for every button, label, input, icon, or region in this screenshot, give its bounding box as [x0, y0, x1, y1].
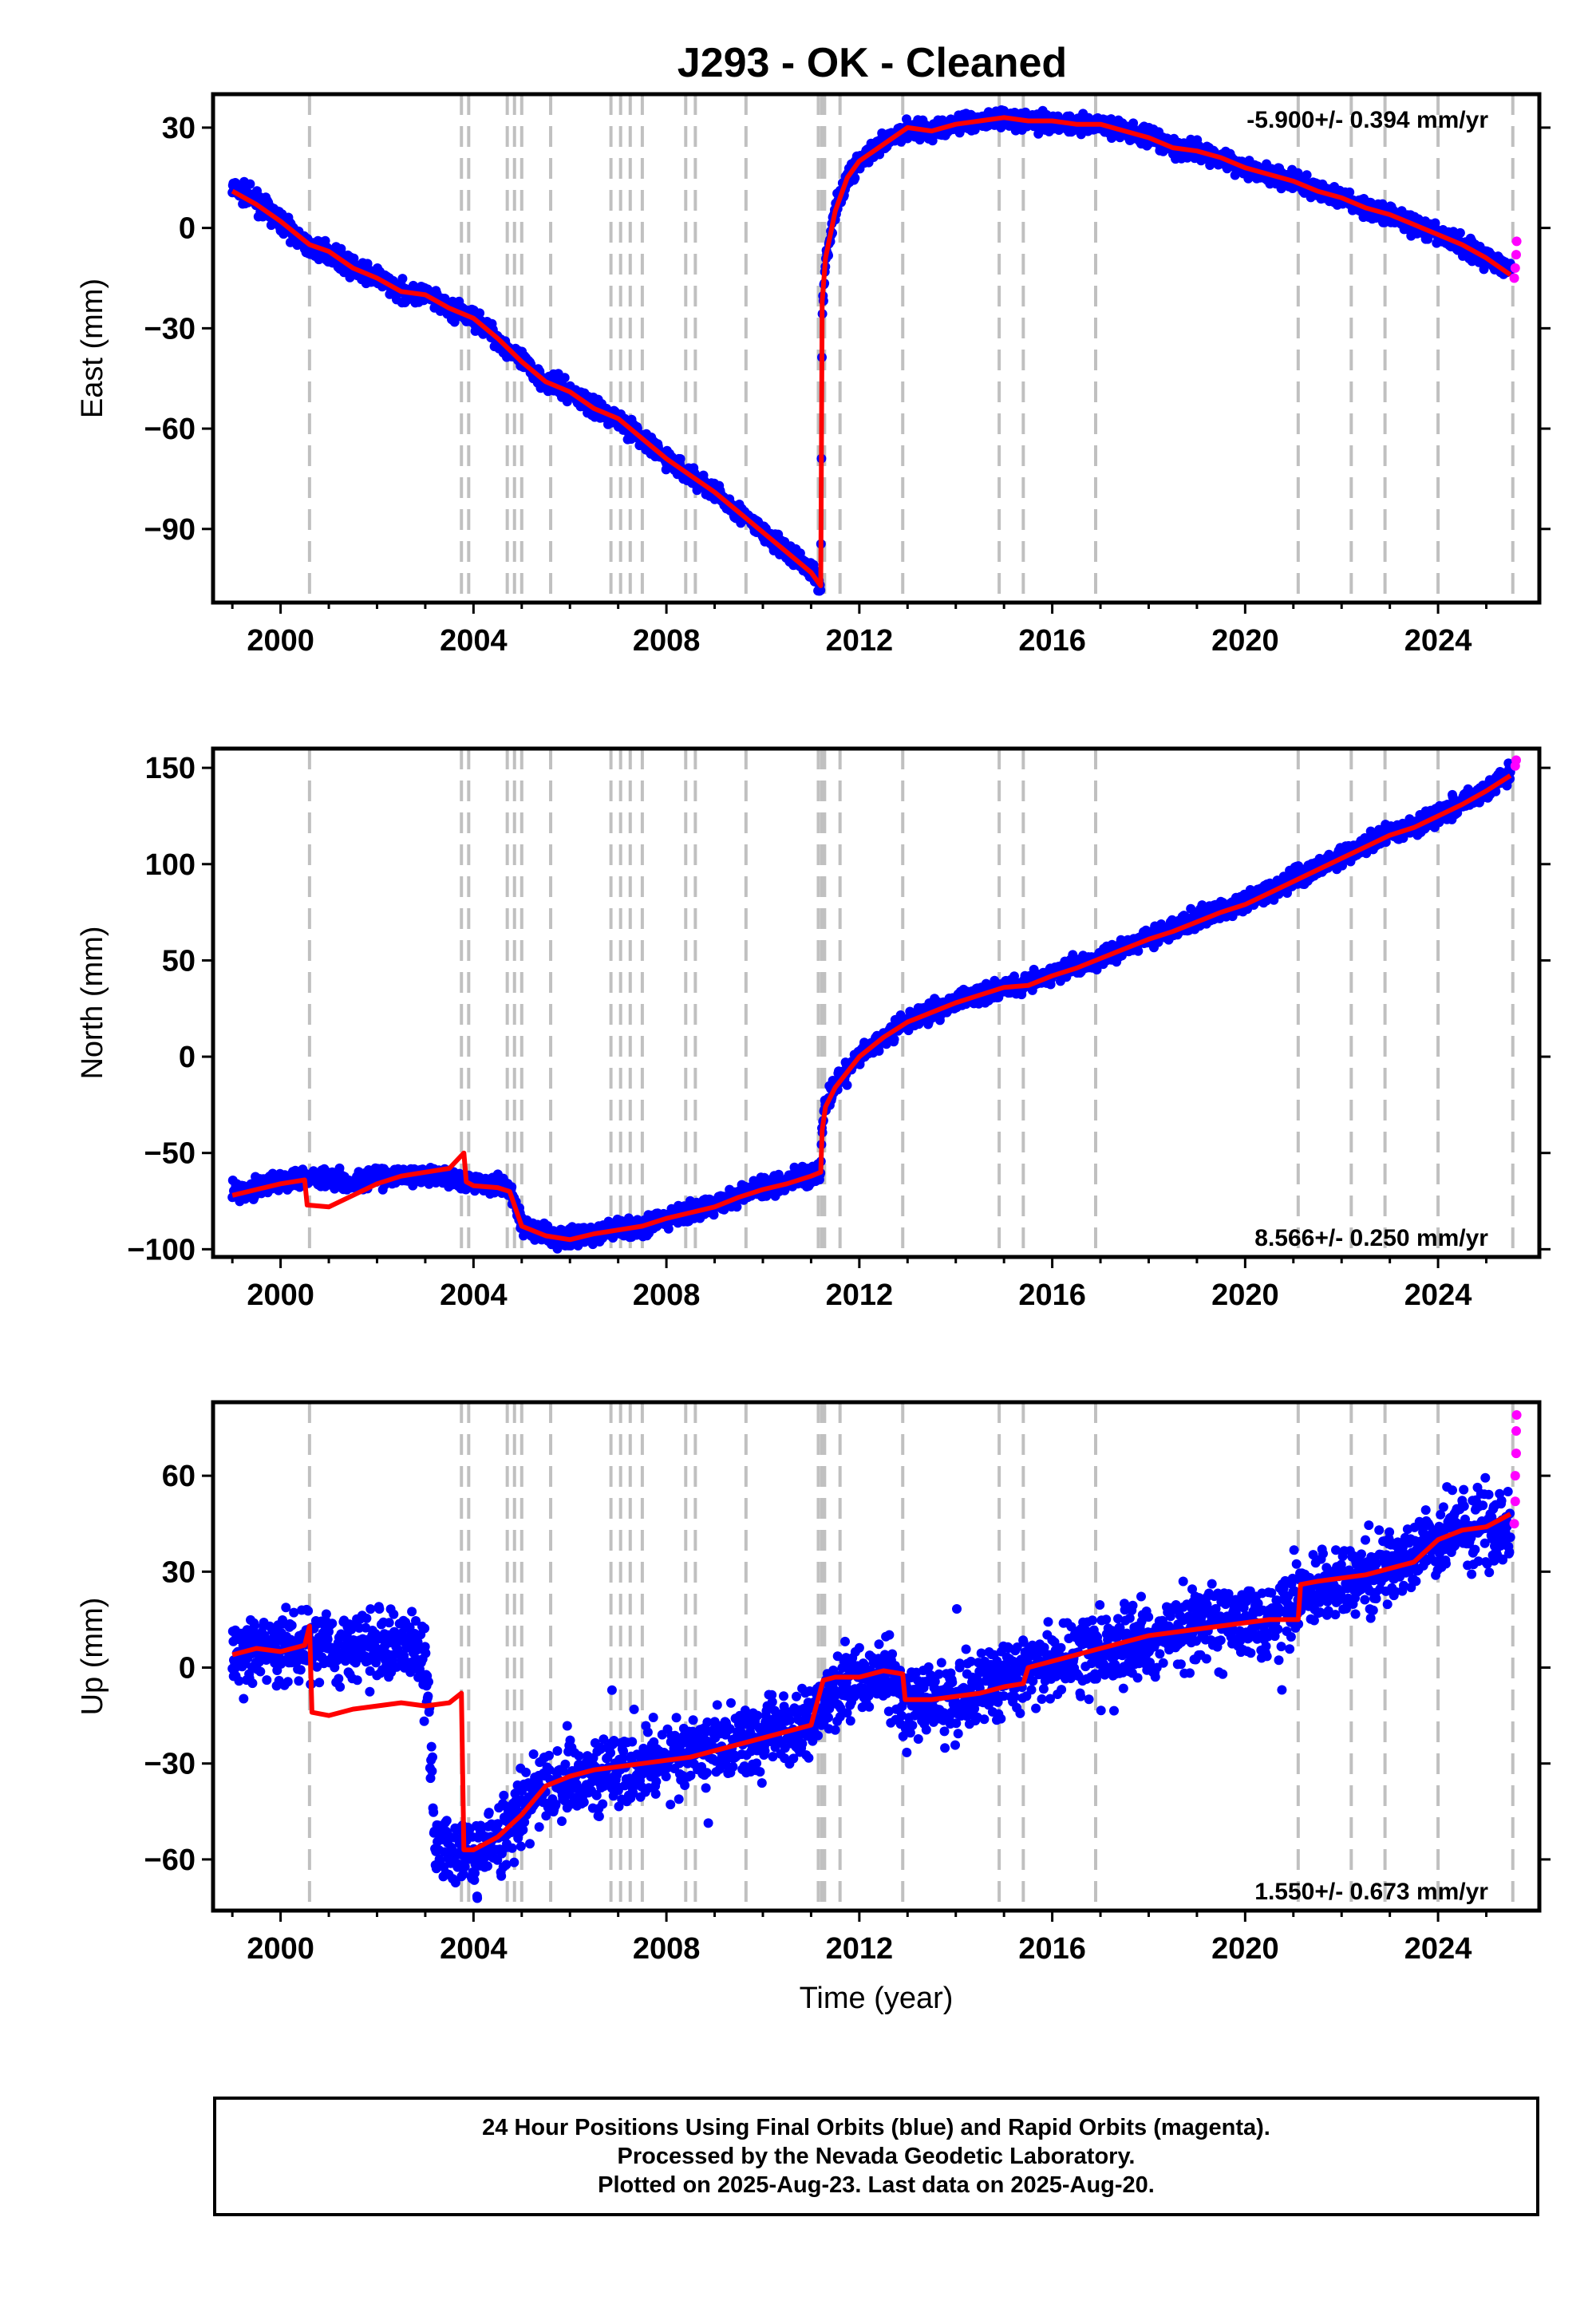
rapid-orbit-point — [1511, 250, 1521, 260]
model-line — [231, 115, 1512, 588]
plot-area — [213, 94, 1539, 603]
plot-frame — [211, 92, 1542, 605]
y-axis: 30 0 −30 −60 −90 — [144, 112, 1551, 547]
x-tick-label: 2012 — [826, 624, 894, 658]
panel-east: 30 0 −30 −60 −90 2000 2004 2008 2012 2016 2020 2024… — [76, 92, 1551, 658]
final-orbit-point — [816, 585, 826, 595]
final-orbit-point — [475, 308, 485, 318]
final-orbit-point — [397, 274, 408, 284]
y-axis-title: East (mm) — [76, 279, 109, 418]
x-tick-label: 2020 — [1211, 624, 1279, 658]
rapid-orbit-point — [1510, 263, 1520, 273]
rate-label: -5.900+/- 0.394 mm/yr — [1246, 107, 1488, 133]
final-orbit-point — [842, 1080, 852, 1090]
final-orbit-point — [334, 1163, 345, 1173]
y-tick-label: −30 — [144, 312, 196, 346]
y-tick-label: −90 — [144, 513, 196, 547]
final-orbit-point — [732, 1202, 742, 1212]
x-axis: 2000 2004 2008 2012 2016 2020 2024 — [231, 603, 1488, 658]
final-orbit-point — [245, 179, 255, 189]
final-orbit-point — [1345, 187, 1355, 197]
x-tick-label: 2004 — [440, 624, 508, 658]
figure-title: J293 - OK - Cleaned — [678, 40, 1067, 86]
final-orbit-point — [449, 317, 460, 327]
final-orbit-point — [675, 454, 685, 464]
final-orbit-point — [850, 173, 860, 184]
y-tick-label: 30 — [162, 112, 196, 145]
x-tick-label: 2016 — [1018, 624, 1086, 658]
final-orbit-point — [559, 373, 570, 383]
final-orbit-point — [1302, 170, 1312, 180]
rapid-orbit-point — [1511, 236, 1522, 247]
final-orbit-point — [1455, 227, 1465, 238]
y-tick-label: 0 — [179, 212, 196, 246]
x-tick-label: 2000 — [247, 624, 314, 658]
rapid-orbit-point — [1509, 273, 1519, 283]
final-orbit-point — [889, 1034, 899, 1045]
x-tick-label: 2024 — [1404, 624, 1472, 658]
x-tick-label: 2008 — [633, 624, 701, 658]
rapid-orbit-points — [1509, 236, 1522, 283]
y-tick-label: −60 — [144, 413, 196, 446]
